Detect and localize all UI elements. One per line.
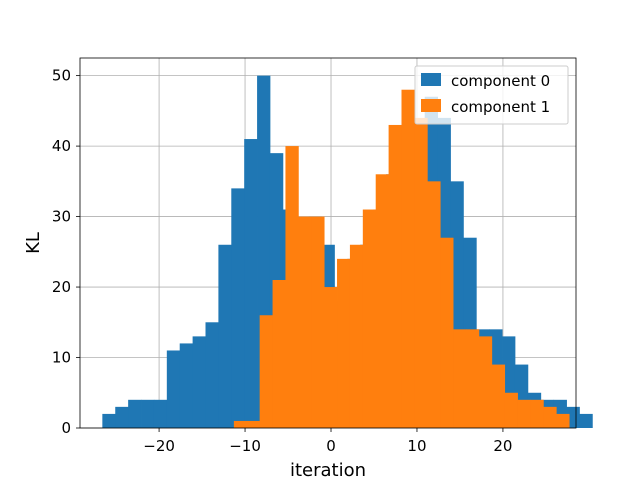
bar-component-1 [414, 117, 428, 429]
bar-component-0 [166, 350, 181, 428]
bar-component-0 [179, 343, 194, 428]
bar-component-0 [115, 406, 129, 428]
bar-component-0 [141, 399, 155, 428]
y-tick-label: 50 [52, 67, 71, 85]
bar-component-1 [478, 336, 493, 428]
plot-frame [79, 57, 577, 429]
bar-component-1 [491, 364, 506, 428]
bar-component-0 [231, 188, 245, 428]
legend-label-component-1: component 1 [451, 98, 550, 116]
bar-component-0 [153, 399, 168, 428]
bar-component-0 [566, 406, 580, 428]
bar-component-0 [102, 413, 116, 428]
bar-component-1 [349, 244, 364, 428]
y-tick-label: 10 [52, 349, 71, 367]
bar-component-1 [530, 399, 544, 428]
bar-component-1 [337, 258, 351, 428]
bar-component-1 [246, 420, 261, 428]
bar-component-1 [375, 174, 390, 428]
bar-component-0 [579, 413, 593, 428]
bar-component-1 [272, 280, 286, 428]
bar-component-1 [259, 315, 273, 428]
x-tick-label: 0 [326, 437, 336, 455]
y-axis-label: KL [23, 232, 44, 254]
legend-box [414, 65, 569, 125]
x-tick-label: 10 [407, 437, 426, 455]
bar-component-1 [298, 216, 312, 428]
bar-component-1 [543, 406, 557, 428]
bar-component-1 [556, 413, 570, 428]
bar-component-1 [388, 124, 402, 428]
legend: component 0 component 1 [414, 65, 569, 125]
bar-component-1 [401, 89, 415, 428]
bar-component-1 [504, 392, 518, 428]
bar-component-1 [285, 146, 299, 428]
bar-component-1 [233, 420, 248, 428]
y-tick-label: 30 [52, 208, 71, 226]
bar-component-1 [465, 329, 480, 428]
y-tick-label: 0 [61, 419, 71, 437]
y-tick-label: 20 [52, 278, 71, 296]
bar-component-0 [218, 244, 232, 428]
axis-ticks: −20 −10 0 10 20 0 10 20 30 40 50 [52, 67, 513, 455]
y-tick-label: 40 [52, 137, 71, 155]
legend-label-component-0: component 0 [451, 72, 550, 90]
bar-component-1 [440, 237, 454, 428]
bar-component-1 [311, 216, 325, 428]
bar-component-0 [192, 336, 206, 428]
bar-component-0 [128, 399, 142, 428]
legend-swatch-component-0 [421, 73, 441, 86]
bar-component-1 [427, 181, 441, 428]
bar-component-1 [362, 209, 377, 428]
x-tick-label: 20 [493, 437, 512, 455]
bar-component-1 [517, 399, 531, 428]
x-tick-label: −10 [229, 437, 261, 455]
bar-component-1 [453, 329, 467, 428]
bars [102, 75, 593, 429]
x-tick-label: −20 [143, 437, 175, 455]
legend-swatch-component-1 [421, 99, 441, 112]
bar-component-0 [205, 322, 219, 428]
x-axis-label: iteration [290, 460, 366, 480]
bar-component-0 [244, 139, 258, 429]
bar-component-1 [324, 287, 338, 428]
